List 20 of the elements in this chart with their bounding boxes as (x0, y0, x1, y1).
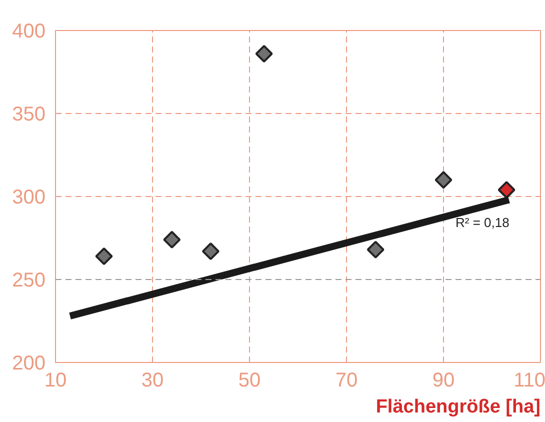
y-tick-label: 250 (12, 270, 46, 292)
point (434, 171, 452, 189)
x-tick-label: 50 (238, 370, 261, 392)
x-tick-label: 90 (432, 370, 455, 392)
point (163, 230, 181, 248)
point (498, 181, 516, 199)
x-tick-label: 10 (44, 370, 67, 392)
annotation: R² = 0,18 (456, 215, 510, 230)
x-tick-label: 110 (514, 370, 545, 392)
point (366, 240, 384, 258)
point (95, 247, 113, 266)
y-tick-label: 350 (12, 104, 46, 126)
y-tick-label: 200 (12, 352, 46, 374)
point (202, 242, 220, 260)
y-tick-label: 400 (12, 20, 46, 42)
x-tick-label: 30 (141, 370, 164, 392)
x-axis-title: Flächengröße [ha] (376, 396, 541, 418)
y-tick-label: 300 (12, 186, 46, 208)
point (255, 44, 273, 63)
x-tick-label: 70 (335, 370, 358, 392)
